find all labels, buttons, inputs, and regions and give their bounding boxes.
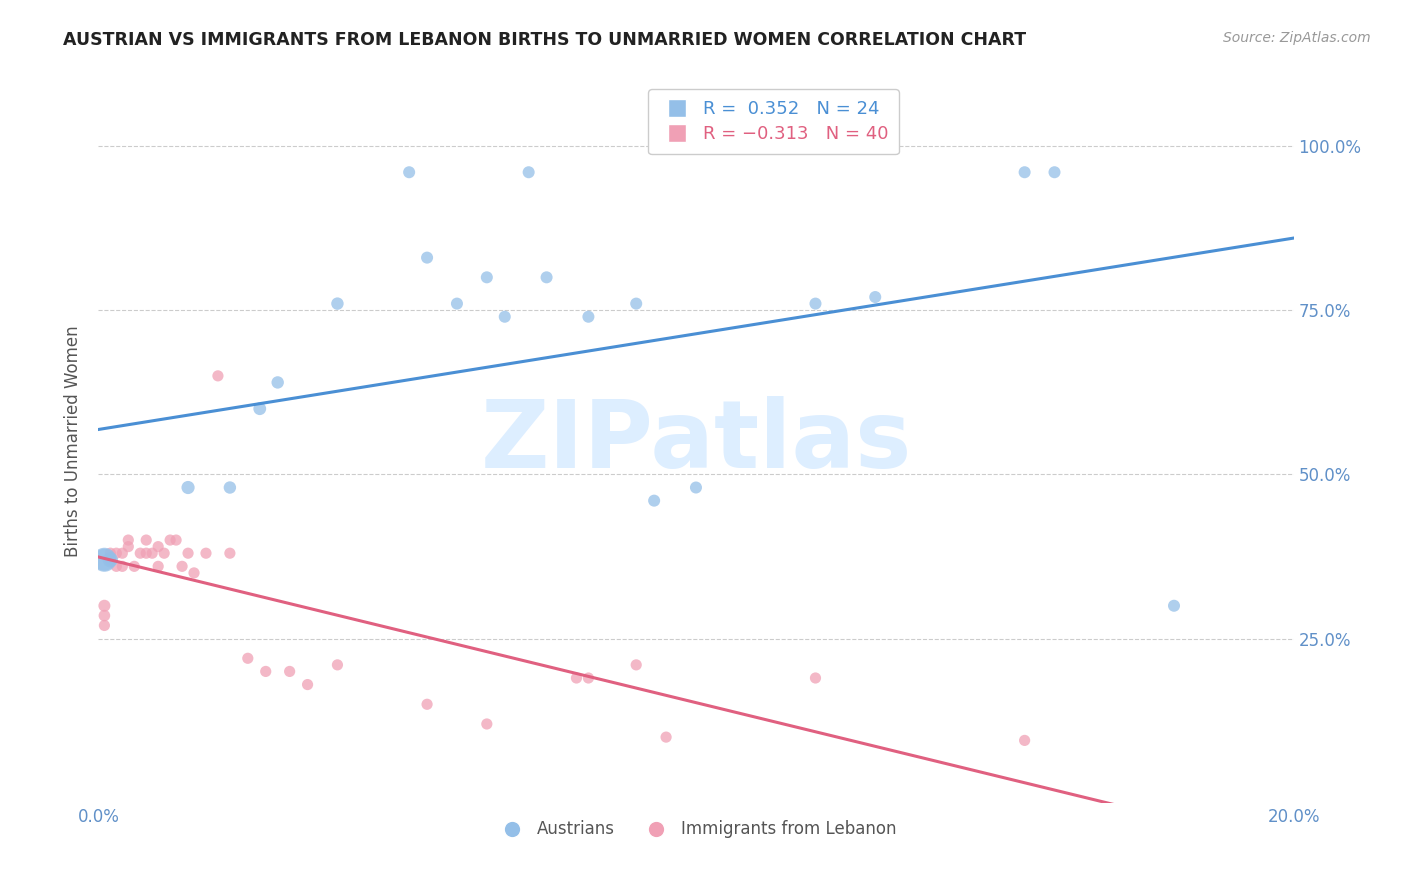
Text: AUSTRIAN VS IMMIGRANTS FROM LEBANON BIRTHS TO UNMARRIED WOMEN CORRELATION CHART: AUSTRIAN VS IMMIGRANTS FROM LEBANON BIRT… [63,31,1026,49]
Point [98,553,122,567]
Point [183,566,205,580]
Text: Source: ZipAtlas.com: Source: ZipAtlas.com [1223,31,1371,45]
Point [124,559,146,574]
Point [446,296,468,310]
Point [195,546,218,560]
Point [117,533,139,547]
Point [207,368,229,383]
Point [148,559,170,574]
Point [111,559,134,574]
Point [517,165,540,179]
Point [148,540,170,554]
Point [93,618,115,632]
Point [578,310,600,324]
Point [135,546,157,560]
Point [536,270,558,285]
Point [254,665,277,679]
Point [416,698,439,712]
Point [578,671,600,685]
Point [177,481,200,495]
Point [626,296,648,310]
Point [804,671,827,685]
Point [105,546,128,560]
Point [278,665,301,679]
Point [117,540,139,554]
Point [177,546,200,560]
Point [416,251,439,265]
Point [93,599,115,613]
Point [565,671,588,685]
Point [1163,599,1185,613]
Point [105,559,128,574]
Point [219,546,242,560]
Point [1014,733,1036,747]
Point [219,481,242,495]
Point [685,481,707,495]
Point [159,533,181,547]
Text: ZIPatlas: ZIPatlas [481,395,911,488]
Point [165,533,187,547]
Point [135,533,157,547]
Point [326,657,349,672]
Point [865,290,887,304]
Point [93,553,115,567]
Point [804,296,827,310]
Point [398,165,420,179]
Point [141,546,163,560]
Point [98,546,122,560]
Point [1043,165,1066,179]
Point [129,546,152,560]
Point [249,401,271,416]
Point [297,677,319,691]
Legend: Austrians, Immigrants from Lebanon: Austrians, Immigrants from Lebanon [488,814,904,845]
Point [153,546,176,560]
Point [93,553,115,567]
Point [236,651,259,665]
Point [93,608,115,623]
Y-axis label: Births to Unmarried Women: Births to Unmarried Women [65,326,83,558]
Point [326,296,349,310]
Point [475,717,498,731]
Point [172,559,194,574]
Point [267,376,290,390]
Point [1014,165,1036,179]
Point [475,270,498,285]
Point [626,657,648,672]
Point [98,553,122,567]
Point [111,546,134,560]
Point [655,730,678,744]
Point [643,493,665,508]
Point [494,310,516,324]
